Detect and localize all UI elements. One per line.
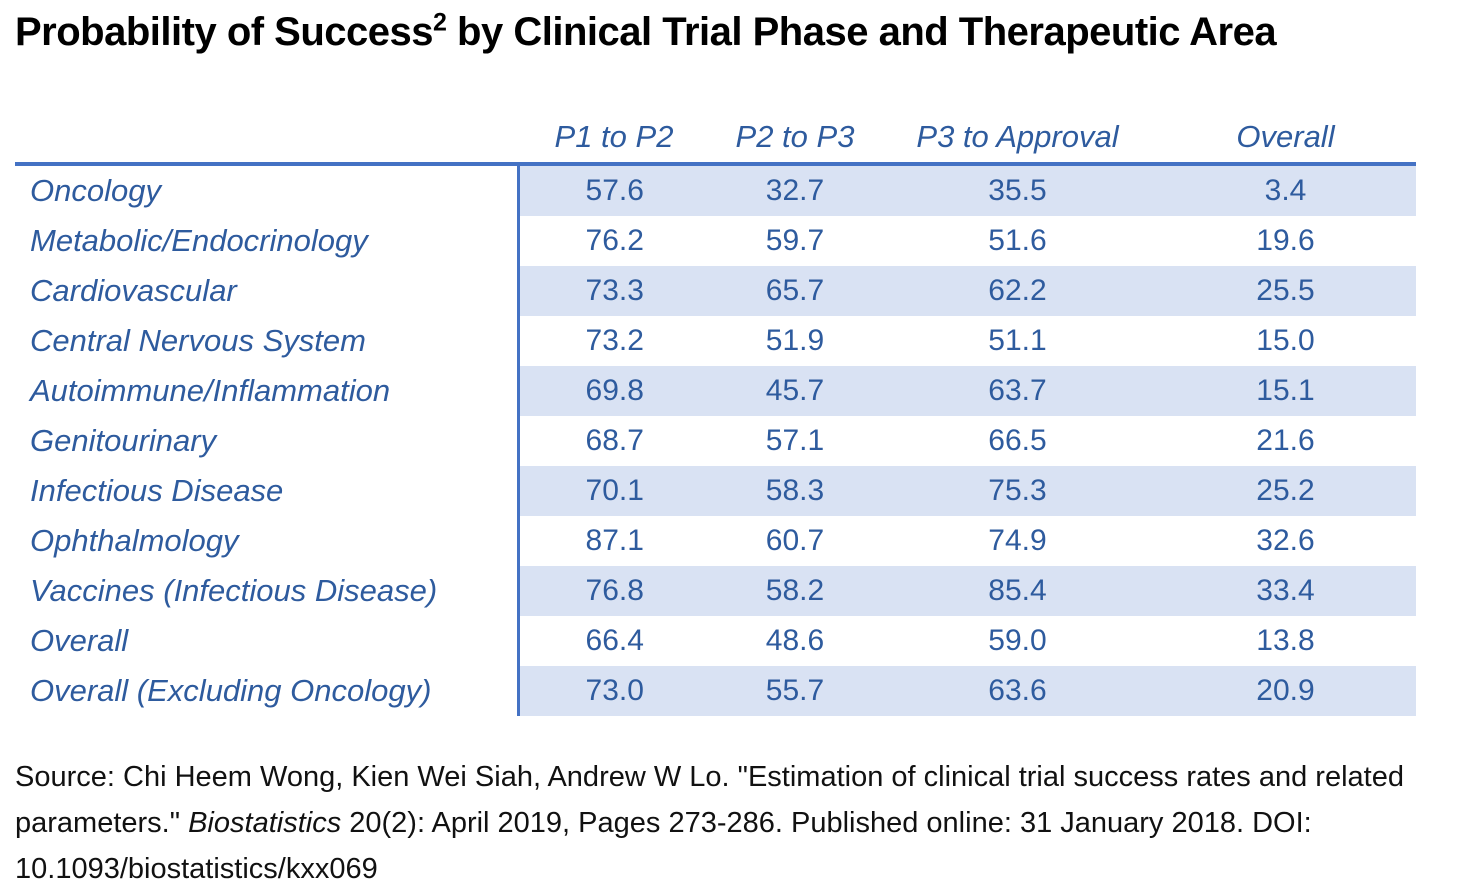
- value-cell: 73.0: [518, 666, 710, 716]
- column-header-p2-to-p3: P2 to P3: [710, 112, 880, 166]
- source-line-2-suffix: 20(2): April 2019, Pages 273-286. Publis…: [341, 807, 1312, 839]
- table-row-autoimmune-inflammation: Autoimmune/Inflammation 69.8 45.7 63.7 1…: [15, 366, 1416, 416]
- value-cell: 76.2: [585, 224, 644, 257]
- value-cell: 15.0: [1256, 324, 1315, 357]
- table-row-overall: Overall 66.4 48.6 59.0 13.8: [15, 616, 1416, 666]
- value-cell: 85.4: [880, 566, 1155, 616]
- value-cell: 57.1: [765, 424, 825, 457]
- value-cell: 87.1: [585, 524, 644, 557]
- table-row-central-nervous-system: Central Nervous System 73.2 51.9 51.1 15…: [15, 316, 1416, 366]
- value-cell: 32.6: [1256, 524, 1315, 557]
- header-row: P1 to P2 P2 to P3 P3 to Approval Overall: [15, 112, 1416, 166]
- value-cell: 32.7: [710, 164, 880, 216]
- value-cell: 19.6: [1256, 224, 1315, 257]
- row-label: Metabolic/Endocrinology: [15, 216, 520, 266]
- value-cell: 35.5: [880, 164, 1155, 216]
- header-cell-empty: [15, 112, 518, 166]
- value-cell: 51.6: [988, 224, 1047, 257]
- value-cell: 20.9: [1155, 666, 1416, 716]
- value-cell: 63.6: [880, 666, 1155, 716]
- table-row-vaccines-infectious-disease: Vaccines (Infectious Disease) 76.8 58.2 …: [15, 566, 1416, 616]
- value-cell: 75.3: [880, 466, 1155, 516]
- value-cell: 3.4: [1155, 164, 1416, 216]
- source-line-3-doi: 10.1093/biostatistics/kxx069: [15, 853, 378, 885]
- value-cell: 57.6: [518, 164, 710, 216]
- value-cell: 58.3: [710, 466, 880, 516]
- value-cell: 76.8: [518, 566, 710, 616]
- source-line-2-prefix: parameters.": [15, 807, 189, 839]
- value-cell: 15.1: [1155, 366, 1416, 416]
- row-label: Cardiovascular: [15, 266, 520, 316]
- row-label: Genitourinary: [15, 416, 520, 466]
- value-cell: 59.7: [765, 224, 825, 257]
- row-label: Central Nervous System: [15, 316, 520, 366]
- value-cell: 66.5: [988, 424, 1047, 457]
- row-label: Vaccines (Infectious Disease): [15, 566, 520, 616]
- row-label: Oncology: [15, 164, 520, 216]
- row-label: Infectious Disease: [15, 466, 520, 516]
- row-label: Overall: [15, 616, 520, 666]
- row-label: Autoimmune/Inflammation: [15, 366, 520, 416]
- value-cell: 51.1: [988, 324, 1047, 357]
- value-cell: 25.5: [1155, 266, 1416, 316]
- source-line-1: Source: Chi Heem Wong, Kien Wei Siah, An…: [15, 761, 1404, 793]
- title-superscript: 2: [433, 8, 447, 37]
- column-header-p1-to-p2: P1 to P2: [518, 112, 710, 166]
- journal-name: Biostatistics: [188, 807, 342, 839]
- value-cell: 59.0: [988, 624, 1047, 657]
- value-cell: 48.6: [765, 624, 825, 657]
- table-row-oncology: Oncology 57.6 32.7 35.5 3.4: [15, 164, 1416, 216]
- value-cell: 74.9: [988, 524, 1047, 557]
- value-cell: 62.2: [880, 266, 1155, 316]
- value-cell: 58.2: [710, 566, 880, 616]
- page-title: Probability of Success2 by Clinical Tria…: [15, 8, 1461, 56]
- value-cell: 73.2: [585, 324, 644, 357]
- source-line-2: parameters." Biostatistics 20(2): April …: [15, 800, 1446, 846]
- row-label: Ophthalmology: [15, 516, 520, 566]
- column-header-p3-to-approval: P3 to Approval: [880, 112, 1155, 166]
- value-cell: 33.4: [1155, 566, 1416, 616]
- value-cell: 66.4: [585, 624, 644, 657]
- value-cell: 60.7: [765, 524, 825, 557]
- value-cell: 65.7: [710, 266, 880, 316]
- table-row-cardiovascular: Cardiovascular 73.3 65.7 62.2 25.5: [15, 266, 1416, 316]
- table-row-genitourinary: Genitourinary 68.7 57.1 66.5 21.6: [15, 416, 1416, 466]
- table-row-overall-excluding-oncology: Overall (Excluding Oncology) 73.0 55.7 6…: [15, 666, 1416, 716]
- value-cell: 63.7: [880, 366, 1155, 416]
- table-row-ophthalmology: Ophthalmology 87.1 60.7 74.9 32.6: [15, 516, 1416, 566]
- row-label: Overall (Excluding Oncology): [15, 666, 520, 716]
- value-cell: 25.2: [1155, 466, 1416, 516]
- title-text-end: by Clinical Trial Phase and Therapeutic …: [446, 10, 1277, 54]
- value-cell: 70.1: [518, 466, 710, 516]
- value-cell: 68.7: [585, 424, 644, 457]
- value-cell: 13.8: [1256, 624, 1315, 657]
- title-text-start: Probability of Success: [15, 10, 434, 54]
- value-cell: 69.8: [518, 366, 710, 416]
- column-header-overall: Overall: [1155, 112, 1416, 166]
- value-cell: 51.9: [765, 324, 825, 357]
- table-row-metabolic-endocrinology: Metabolic/Endocrinology 76.2 59.7 51.6 1…: [15, 216, 1416, 266]
- value-cell: 21.6: [1256, 424, 1315, 457]
- source-citation: Source: Chi Heem Wong, Kien Wei Siah, An…: [15, 754, 1446, 890]
- value-cell: 73.3: [518, 266, 710, 316]
- value-cell: 55.7: [710, 666, 880, 716]
- probability-of-success-table: P1 to P2 P2 to P3 P3 to Approval Overall…: [15, 112, 1416, 716]
- value-cell: 45.7: [710, 366, 880, 416]
- table-row-infectious-disease: Infectious Disease 70.1 58.3 75.3 25.2: [15, 466, 1416, 516]
